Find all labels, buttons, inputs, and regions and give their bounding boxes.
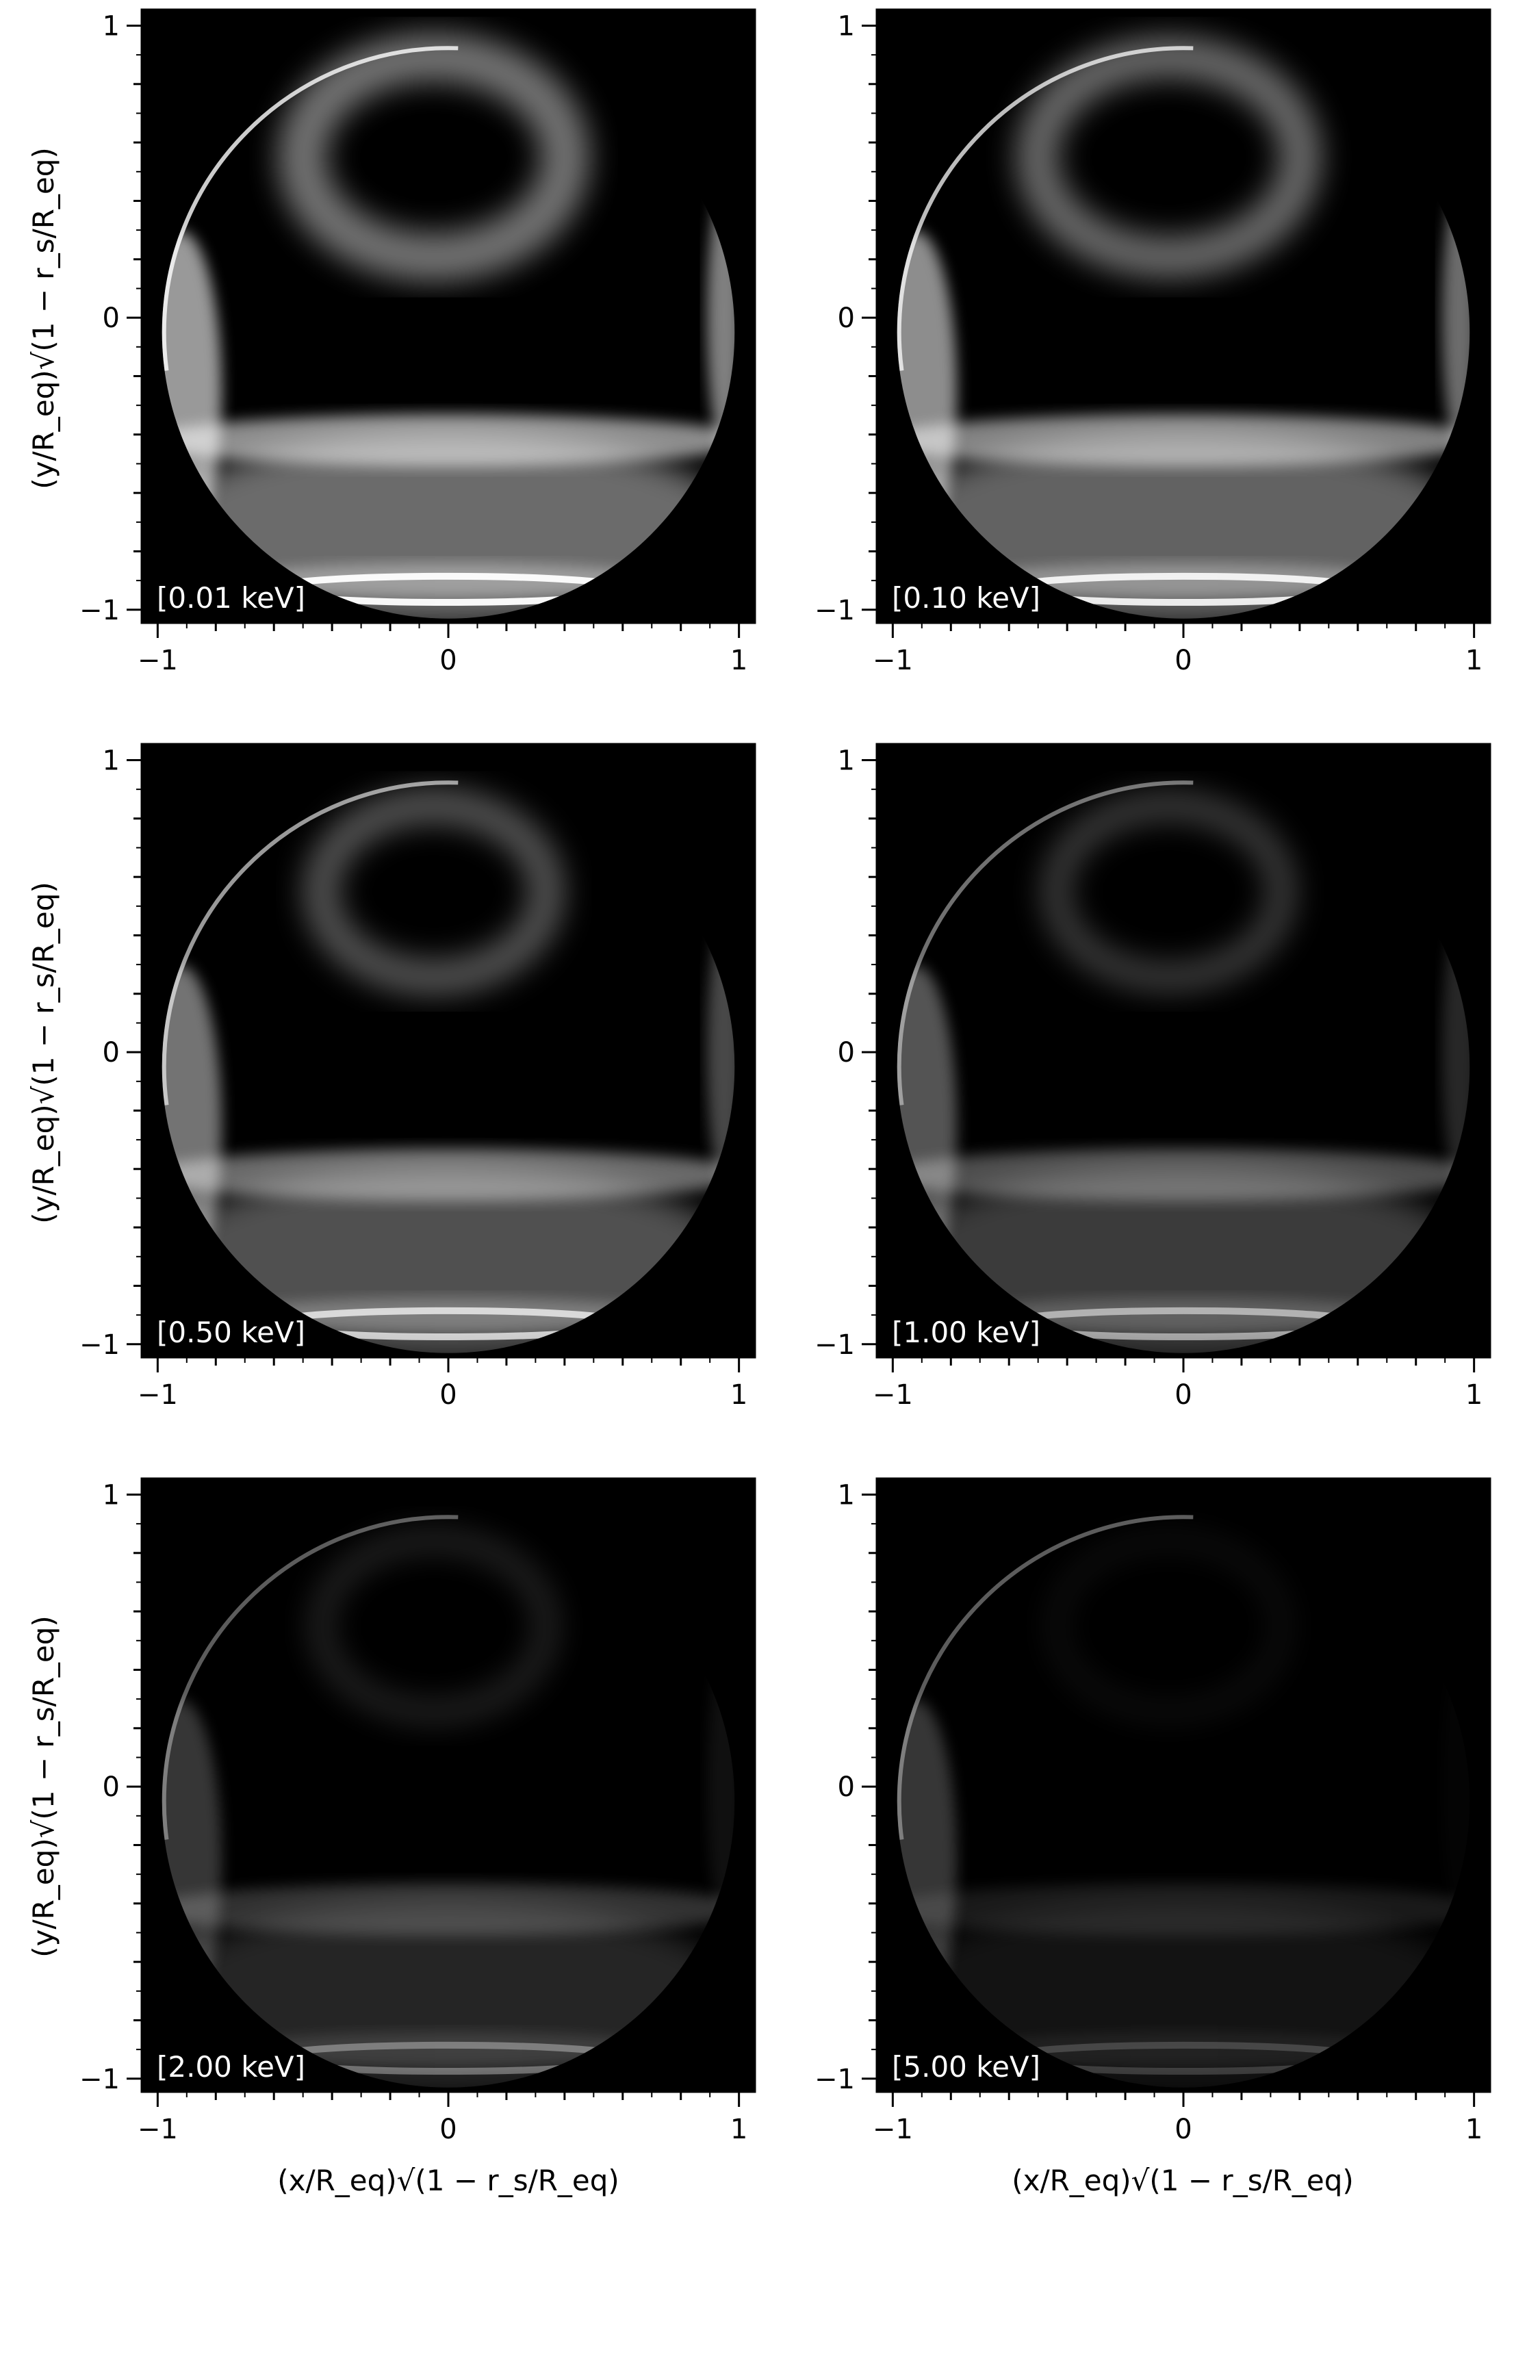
y-tick-label: −1: [814, 595, 855, 626]
y-tick-label: 0: [103, 303, 120, 334]
panel-3: [0.50 keV] −1 0 1 1 0 −1: [79, 743, 756, 1411]
star-image: [897, 1515, 1470, 2088]
panel-energy-label: [0.01 keV]: [157, 581, 305, 615]
x-tick-label: 0: [1175, 2114, 1192, 2145]
x-tick-label: 0: [439, 645, 457, 676]
x-tick-label: 1: [730, 1379, 747, 1411]
y-tick-label: 0: [103, 1771, 120, 1803]
y-tick-label: −1: [814, 1329, 855, 1361]
y-tick-label: −1: [79, 595, 120, 626]
panel-energy-label: [2.00 keV]: [157, 2050, 305, 2084]
y-axis-label-row2: (y/R_eq)√(1 − r_s/R_eq): [27, 882, 60, 1224]
y-tick-label: 1: [103, 10, 120, 42]
panel-4: [1.00 keV] −1 0 1 1 0 −1: [814, 743, 1491, 1411]
panel-5: [2.00 keV] −1 0 1 1 0 −1: [79, 1477, 756, 2145]
panel-energy-label: [0.10 keV]: [892, 581, 1040, 615]
y-tick-label: 0: [838, 303, 855, 334]
axis-ticks: [127, 758, 741, 1372]
y-tick-label: −1: [814, 2064, 855, 2095]
y-tick-label: −1: [79, 2064, 120, 2095]
y-tick-label: 1: [838, 745, 855, 776]
panel-1: [0.01 keV] −1 0 1 1 0 −1: [79, 8, 756, 676]
star-image: [162, 1515, 735, 2088]
x-tick-label: 0: [1175, 645, 1192, 676]
star-image: [897, 36, 1470, 619]
y-tick-label: −1: [79, 1329, 120, 1361]
star-image: [162, 33, 735, 619]
y-axis-label-row3: (y/R_eq)√(1 − r_s/R_eq): [27, 1615, 60, 1958]
y-tick-label: 1: [103, 1479, 120, 1511]
x-tick-label: 0: [439, 2114, 457, 2145]
panel-6: [5.00 keV] −1 0 1 1 0 −1: [814, 1477, 1491, 2145]
x-tick-label: −1: [873, 2114, 913, 2145]
x-tick-label: 0: [439, 1379, 457, 1411]
x-tick-label: −1: [138, 2114, 178, 2145]
y-tick-label: 0: [838, 1037, 855, 1069]
x-tick-label: 1: [1465, 645, 1483, 676]
panel-2: [0.10 keV] −1 0 1 1 0 −1: [814, 8, 1491, 676]
x-tick-label: 0: [1175, 1379, 1192, 1411]
axis-ticks: [127, 24, 741, 638]
x-tick-label: −1: [873, 645, 913, 676]
axis-ticks: [127, 1493, 741, 2107]
y-tick-label: 1: [838, 1479, 855, 1511]
axis-ticks: [862, 1493, 1476, 2107]
y-tick-label: 0: [838, 1771, 855, 1803]
x-tick-label: −1: [138, 1379, 178, 1411]
x-tick-label: −1: [138, 645, 178, 676]
panel-energy-label: [1.00 keV]: [892, 1316, 1040, 1349]
x-tick-label: 1: [1465, 1379, 1483, 1411]
x-tick-label: 1: [730, 2114, 747, 2145]
x-tick-label: 1: [1465, 2114, 1483, 2145]
y-tick-label: 0: [103, 1037, 120, 1069]
panel-energy-label: [0.50 keV]: [157, 1316, 305, 1349]
star-image: [897, 780, 1470, 1353]
y-tick-label: 1: [838, 10, 855, 42]
panel-energy-label: [5.00 keV]: [892, 2050, 1040, 2084]
x-axis-label-left: (x/R_eq)√(1 − r_s/R_eq): [277, 2164, 619, 2197]
axis-ticks: [862, 758, 1476, 1372]
x-tick-label: 1: [730, 645, 747, 676]
x-tick-label: −1: [873, 1379, 913, 1411]
y-tick-label: 1: [103, 745, 120, 776]
axis-ticks: [862, 24, 1476, 638]
y-axis-label-row1: (y/R_eq)√(1 − r_s/R_eq): [27, 147, 60, 489]
x-axis-label-right: (x/R_eq)√(1 − r_s/R_eq): [1012, 2164, 1354, 2197]
